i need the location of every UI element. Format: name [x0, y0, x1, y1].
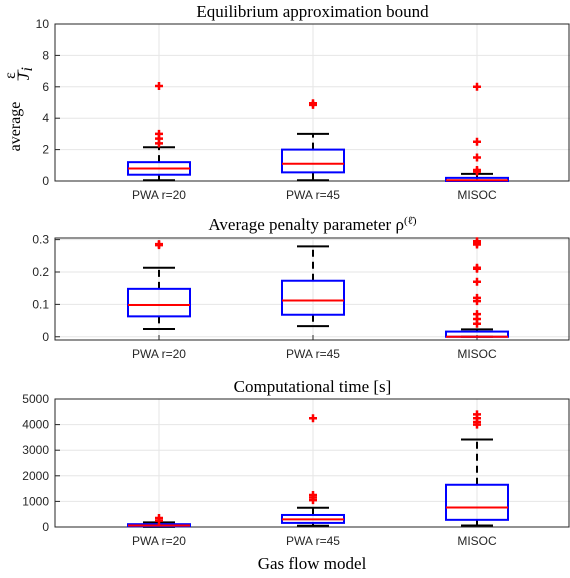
y-tick-label: 8 — [42, 48, 49, 62]
box-0 — [127, 514, 191, 528]
chart-title: Average penalty parameter ρ(ℓ̄) — [208, 215, 416, 234]
outlier-marker — [155, 129, 163, 138]
outlier-marker — [473, 237, 481, 246]
y-axis-label-prefix: average — [7, 102, 24, 152]
y-tick-label: 0 — [42, 174, 49, 188]
outlier-marker — [473, 263, 481, 272]
box-iqr — [281, 279, 345, 316]
outlier-marker — [473, 410, 481, 419]
outlier-marker — [155, 82, 163, 91]
outlier-marker — [155, 240, 163, 249]
box-1 — [281, 245, 345, 328]
box-0 — [127, 82, 191, 182]
box-iqr — [127, 287, 191, 318]
outlier-marker — [155, 514, 163, 523]
y-tick-label: 0.1 — [32, 297, 49, 311]
chart-title: Computational time [s] — [234, 377, 392, 396]
x-tick-label: PWA r=45 — [286, 188, 340, 202]
outlier-marker — [473, 277, 481, 286]
y-tick-label: 3000 — [22, 443, 49, 457]
outlier-marker — [473, 310, 481, 319]
outlier-marker — [309, 99, 317, 108]
y-tick-label: 4 — [42, 111, 49, 125]
x-tick-label: MISOC — [457, 534, 497, 548]
outlier-marker — [473, 293, 481, 302]
y-axis-label-numerator: ε — [2, 72, 19, 79]
box-2 — [445, 237, 509, 338]
x-tick-label: PWA r=20 — [132, 534, 186, 548]
y-axis-label-subscript: i — [19, 67, 36, 71]
panel-equilibrium-bound: Equilibrium approximation bound 0 2 4 6 8 10 PW… — [2, 2, 570, 202]
box-0 — [127, 240, 191, 330]
panel-penalty-parameter: Average penalty parameter ρ(ℓ̄) 0 0.1 0.2 0.… — [32, 215, 570, 361]
y-tick-label: 0 — [42, 520, 49, 534]
y-tick-label: 1000 — [22, 494, 49, 508]
y-tick-label: 2000 — [22, 469, 49, 483]
chart-title: Equilibrium approximation bound — [196, 2, 429, 21]
x-tick-label: PWA r=20 — [132, 347, 186, 361]
outlier-marker — [473, 137, 481, 146]
y-tick-label: 0.2 — [32, 265, 49, 279]
x-tick-label: PWA r=20 — [132, 188, 186, 202]
y-tick-label: 2 — [42, 143, 49, 157]
outlier-marker — [473, 82, 481, 91]
axes-frame — [54, 398, 570, 528]
box-2 — [445, 82, 509, 183]
x-tick-label: PWA r=45 — [286, 534, 340, 548]
y-tick-label: 4000 — [22, 418, 49, 432]
y-tick-label: 0.3 — [32, 233, 49, 247]
y-tick-label: 0 — [42, 330, 49, 344]
panel-computational-time: Computational time [s] 0 1000 2000 3000 4000 5… — [22, 377, 570, 548]
x-axis-label: Gas flow model — [258, 554, 367, 573]
outlier-marker — [473, 166, 481, 175]
axes-frame — [54, 237, 570, 341]
box-iqr — [281, 148, 345, 174]
y-axis-label: average εJi — [2, 67, 36, 151]
x-tick-label: PWA r=45 — [286, 347, 340, 361]
box-1 — [281, 414, 345, 527]
outlier-marker — [309, 491, 317, 499]
chart-title-superscript: (ℓ̄) — [404, 215, 417, 227]
y-tick-label: 5000 — [22, 392, 49, 406]
box-2 — [445, 410, 509, 527]
outlier-marker — [473, 153, 481, 162]
x-tick-label: MISOC — [457, 188, 497, 202]
x-tick-label: MISOC — [457, 347, 497, 361]
y-axis-label-denominator: J — [16, 72, 33, 80]
box-iqr — [445, 483, 509, 521]
y-tick-label: 6 — [42, 80, 49, 94]
y-tick-label: 10 — [36, 17, 50, 31]
outlier-marker — [309, 414, 317, 423]
box-1 — [281, 99, 345, 182]
